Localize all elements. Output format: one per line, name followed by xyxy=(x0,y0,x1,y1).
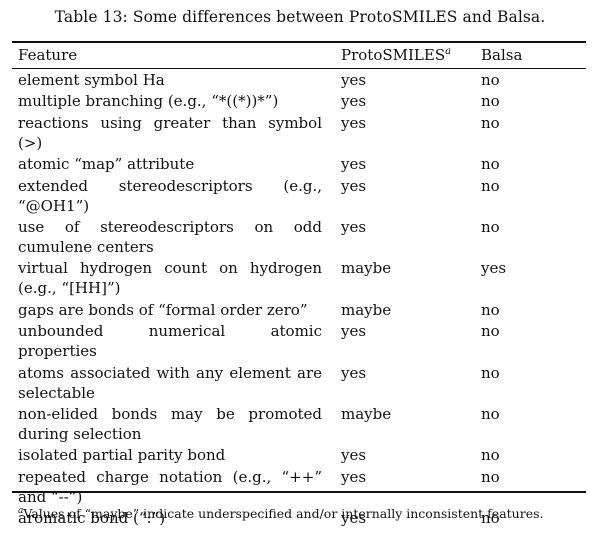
cell-protosmiles: yes xyxy=(341,176,367,195)
cell-protosmiles: yes xyxy=(341,71,367,89)
cell-protosmiles: yes xyxy=(341,92,367,111)
cell-feature: element symbol Ha xyxy=(18,71,165,89)
table-bottom-rule xyxy=(12,491,586,493)
cell-protosmiles: yes xyxy=(341,446,367,465)
cell-balsa: no xyxy=(481,446,500,465)
cell-feature: use of stereodescriptors on odd cumulene… xyxy=(18,217,322,256)
header-protosmiles: ProtoSMILESa xyxy=(341,45,451,65)
table-row: use of stereodescriptors on odd cumulene… xyxy=(0,217,600,257)
table-header-rule xyxy=(12,68,586,69)
table-row: atomic “map” attribute yes no xyxy=(0,154,600,174)
table-row: element symbol Ha yes no xyxy=(0,70,600,90)
cell-feature: atoms associated with any element are se… xyxy=(18,363,322,402)
table-row: reactions using greater than symbol (>) y… xyxy=(0,113,600,153)
cell-balsa: no xyxy=(481,509,500,528)
header-footnote-mark: a xyxy=(445,46,452,57)
table-row: non-elided bonds may be promoted during … xyxy=(0,404,600,444)
table-row: unbounded numerical atomic properties yes… xyxy=(0,321,600,361)
cell-balsa: no xyxy=(481,404,500,423)
cell-protosmiles: yes xyxy=(341,509,367,528)
footnote-text: Values of “maybe” indicate underspecifie… xyxy=(23,506,544,521)
cell-protosmiles: yes xyxy=(341,322,367,341)
cell-protosmiles: maybe xyxy=(341,404,392,423)
cell-balsa: no xyxy=(481,113,500,132)
cell-balsa: yes xyxy=(481,259,507,278)
table-row: atoms associated with any element are se… xyxy=(0,363,600,403)
cell-feature: atomic “map” attribute xyxy=(18,155,195,174)
cell-feature: unbounded numerical atomic properties xyxy=(18,322,322,361)
header-protosmiles-label: ProtoSMILES xyxy=(341,46,446,64)
cell-feature: isolated partial parity bond xyxy=(18,446,226,465)
cell-balsa: no xyxy=(481,92,500,111)
table-row: virtual hydrogen count on hydrogen (e.g.… xyxy=(0,258,600,298)
cell-balsa: no xyxy=(481,363,500,382)
cell-protosmiles: yes xyxy=(341,363,367,382)
cell-protosmiles: yes xyxy=(341,217,367,236)
table-row: extended stereodescriptors (e.g., “@OH1”… xyxy=(0,176,600,216)
cell-balsa: no xyxy=(481,155,500,174)
cell-protosmiles: yes xyxy=(341,113,367,132)
cell-protosmiles: maybe xyxy=(341,300,392,319)
cell-feature: gaps are bonds of “formal order zero” xyxy=(18,300,308,319)
table-footnote: aValues of “maybe” indicate underspecifi… xyxy=(18,506,543,522)
cell-balsa: no xyxy=(481,467,500,486)
cell-feature: aromatic bond (“:”) xyxy=(18,509,166,528)
cell-feature: extended stereodescriptors (e.g., “@OH1”… xyxy=(18,176,322,215)
cell-feature: multiple branching (e.g., “*((*))*”) xyxy=(18,92,279,111)
cell-feature: virtual hydrogen count on hydrogen (e.g.… xyxy=(18,259,322,298)
cell-balsa: no xyxy=(481,71,500,89)
header-balsa: Balsa xyxy=(481,46,523,64)
cell-balsa: no xyxy=(481,322,500,341)
table-row: multiple branching (e.g., “*((*))*”) yes n… xyxy=(0,91,600,111)
cell-feature: repeated charge notation (e.g., “++” and… xyxy=(18,467,322,506)
table-row: gaps are bonds of “formal order zero” may… xyxy=(0,300,600,320)
table-row: repeated charge notation (e.g., “++” and… xyxy=(0,467,600,507)
footnote-mark: a xyxy=(18,506,24,516)
table-caption: Table 13: Some differences between Proto… xyxy=(54,8,546,26)
cell-feature: non-elided bonds may be promoted during … xyxy=(18,404,322,443)
table-top-rule xyxy=(12,41,586,43)
table-row: aromatic bond (“:”) yes no xyxy=(0,508,600,528)
cell-feature: reactions using greater than symbol (>) xyxy=(18,113,322,152)
cell-protosmiles: yes xyxy=(341,467,367,486)
table-body: element symbol Ha yes no multiple branching… xyxy=(0,70,600,529)
cell-balsa: no xyxy=(481,217,500,236)
cell-balsa: no xyxy=(481,300,500,319)
cell-protosmiles: maybe xyxy=(341,259,392,278)
header-feature: Feature xyxy=(18,46,78,64)
table-row: isolated partial parity bond yes no xyxy=(0,445,600,465)
cell-balsa: no xyxy=(481,176,500,195)
cell-protosmiles: yes xyxy=(341,155,367,174)
